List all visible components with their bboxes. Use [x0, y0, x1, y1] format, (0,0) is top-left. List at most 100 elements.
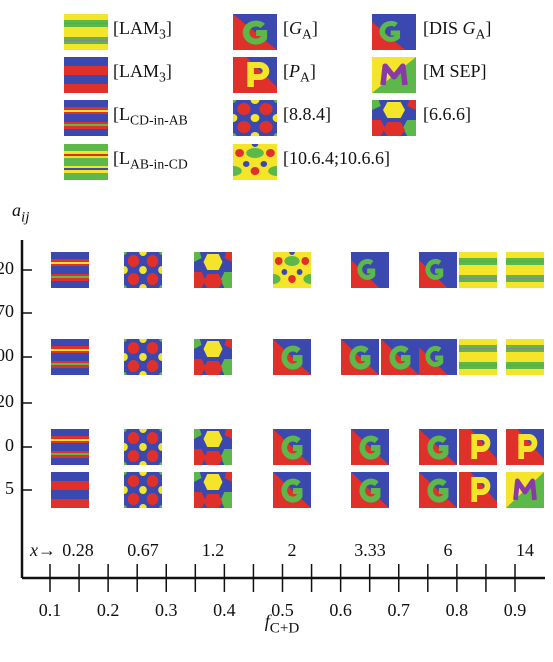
phase-icon	[459, 252, 497, 288]
phase-icon	[64, 14, 108, 50]
text-part: ]	[485, 18, 491, 38]
text-part: AB-in-CD	[130, 157, 188, 172]
y-tick-label: 70	[0, 301, 14, 321]
param-symbol: x→	[29, 540, 56, 560]
phase-icon	[419, 429, 457, 465]
text-part: [LAM	[113, 18, 159, 38]
phase-icon	[273, 339, 311, 375]
x-tick-label: 0.5	[271, 600, 294, 620]
text-part: [6.6.6]	[423, 104, 471, 124]
text-part: A	[476, 27, 486, 42]
text-part: ]	[166, 61, 172, 81]
phase-icon	[419, 472, 457, 508]
text-part: [10.6.4;10.6.6]	[283, 148, 390, 168]
text-part: G	[289, 18, 302, 38]
text-part: C+D	[270, 621, 300, 637]
legend-label: [8.8.4]	[283, 104, 331, 124]
param-label: 14	[516, 540, 534, 560]
phase-icon	[459, 472, 497, 508]
legend-label: [PA]	[283, 61, 316, 85]
phase-icon	[64, 144, 108, 180]
param-label: 0.28	[62, 540, 94, 560]
y-axis-title: aij	[12, 200, 29, 226]
x-tick-label: 0.6	[329, 600, 352, 620]
y-tick-label: 20	[0, 391, 14, 411]
phase-icon	[351, 252, 389, 288]
phase-icon	[372, 57, 416, 93]
text-part: CD-in-AB	[130, 113, 188, 128]
text-part: [DIS	[423, 18, 463, 38]
phase-icon	[120, 248, 166, 292]
phase-icon	[229, 96, 282, 140]
y-tick-label: 5	[5, 478, 14, 498]
phase-icon	[120, 335, 166, 379]
y-tick-label: 0	[5, 435, 14, 455]
text-part: ij	[21, 210, 29, 226]
phase-icon	[459, 339, 497, 375]
text-part: [L	[113, 104, 130, 124]
phase-icon	[194, 339, 232, 375]
phase-icon	[51, 339, 89, 375]
text-part: ]	[312, 18, 318, 38]
phase-icon	[64, 100, 108, 136]
phase-icon	[194, 252, 232, 288]
phase-icon	[372, 14, 416, 50]
text-part: x	[29, 540, 38, 560]
phase-icon	[233, 14, 277, 50]
param-label: 3.33	[354, 540, 386, 560]
phase-icon	[381, 339, 419, 375]
x-tick-label: 0.3	[155, 600, 178, 620]
x-tick-label: 0.1	[39, 600, 62, 620]
x-tick-label: 0.8	[446, 600, 469, 620]
text-part: [8.8.4]	[283, 104, 331, 124]
phase-icon	[419, 339, 457, 375]
phase-icon	[224, 141, 286, 180]
legend-label: [DIS GA]	[423, 18, 491, 42]
phase-icon	[419, 252, 457, 288]
phase-icon	[120, 468, 166, 512]
phase-icon	[194, 472, 232, 508]
param-label: 1.2	[202, 540, 225, 560]
phase-icon	[506, 429, 544, 465]
phase-icon	[351, 429, 389, 465]
page: [LAM3][LAM3][LCD-in-AB[LAB-in-CD[GA][PA]…	[0, 0, 553, 662]
param-label: 0.67	[127, 540, 159, 560]
phase-icon	[64, 57, 108, 93]
phase-icon	[265, 249, 318, 288]
phase-icon	[506, 339, 544, 375]
legend-label: [10.6.4;10.6.6]	[283, 148, 390, 168]
text-part: [L	[113, 148, 130, 168]
x-tick-label: 0.2	[97, 600, 120, 620]
phase-icon	[120, 425, 166, 469]
text-part: ]	[310, 61, 316, 81]
phase-icon	[341, 339, 379, 375]
param-label: 2	[288, 540, 297, 560]
text-part: →	[38, 540, 56, 560]
text-part: [LAM	[113, 61, 159, 81]
phase-icon	[372, 100, 416, 136]
legend-label: [LAB-in-CD	[113, 148, 188, 172]
phase-icon	[51, 252, 89, 288]
y-tick-label: 20	[0, 258, 14, 278]
legend-label: [GA]	[283, 18, 318, 42]
y-tick-label: 00	[0, 345, 14, 365]
text-part: a	[12, 200, 21, 220]
text-part: P	[288, 61, 300, 81]
x-tick-label: 0.7	[388, 600, 411, 620]
text-part: G	[463, 18, 476, 38]
phase-icon	[506, 472, 544, 508]
figure: [LAM3][LAM3][LCD-in-AB[LAB-in-CD[GA][PA]…	[0, 0, 553, 662]
text-part: [M SEP]	[423, 61, 487, 81]
phase-icon	[51, 472, 89, 508]
legend-label: [LCD-in-AB	[113, 104, 188, 128]
text-part: A	[300, 70, 310, 85]
phase-icon	[194, 429, 232, 465]
phase-icon	[351, 472, 389, 508]
text-part: ]	[166, 18, 172, 38]
phase-icon	[506, 252, 544, 288]
param-label: 6	[444, 540, 453, 560]
x-tick-label: 0.9	[504, 600, 527, 620]
phase-icon	[51, 429, 89, 465]
text-part: A	[302, 27, 312, 42]
x-tick-label: 0.4	[213, 600, 236, 620]
